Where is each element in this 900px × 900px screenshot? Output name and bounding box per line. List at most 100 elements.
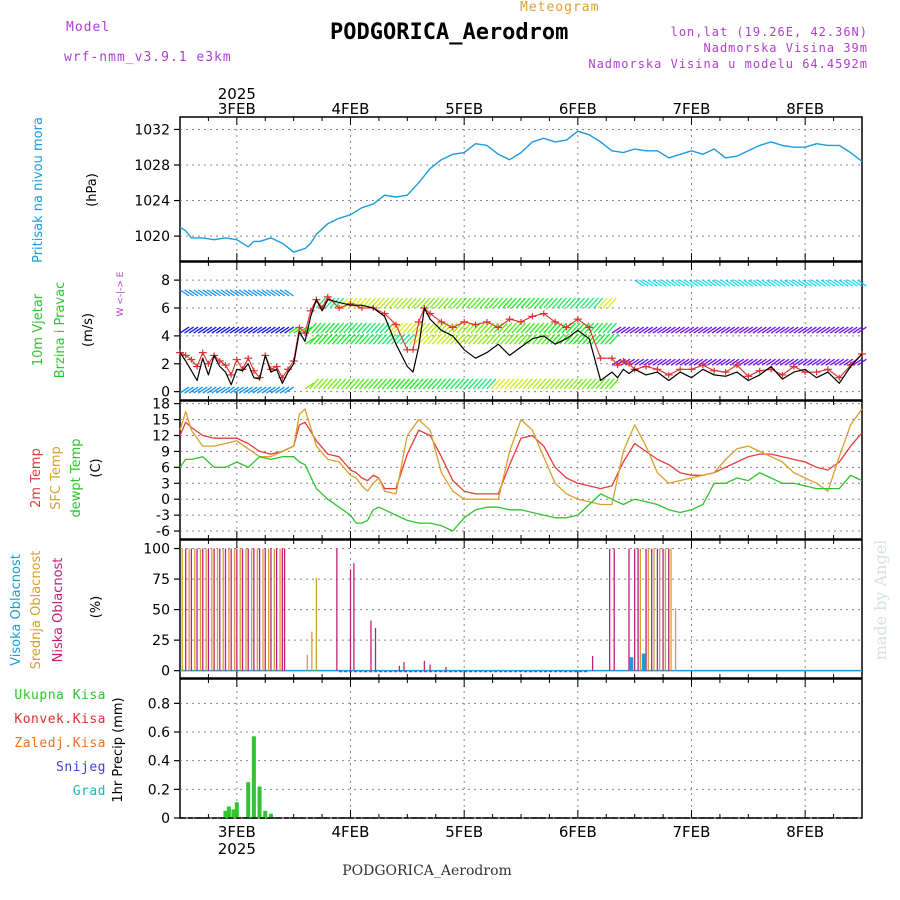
wind-barb — [843, 326, 854, 334]
wind-barb — [679, 358, 690, 366]
wind-barb — [395, 378, 406, 390]
wind-barb — [581, 333, 592, 345]
wind-barb — [329, 322, 340, 334]
wind-barb — [386, 333, 397, 345]
wind-barb — [352, 322, 363, 334]
wind-barb — [816, 358, 826, 366]
wind-barb — [318, 333, 329, 345]
wind-barb — [184, 289, 194, 297]
cloud-series-visoka — [629, 653, 646, 671]
wind-barb — [829, 279, 840, 287]
wind-barb — [597, 322, 608, 334]
wind-barb — [540, 333, 551, 345]
cloud-frame — [179, 539, 863, 679]
wind-barb — [565, 322, 576, 334]
wind-barb — [395, 333, 406, 345]
wind-barb — [436, 333, 447, 345]
wind-barb — [770, 279, 781, 287]
pressure-ytick-label: 1024 — [134, 194, 170, 210]
temperature-ytick-label: 12 — [152, 429, 170, 445]
wind-barb — [266, 289, 276, 297]
wind-barb — [229, 289, 240, 297]
bottom-date-label: 3FEB — [218, 823, 256, 841]
wind-barb — [820, 279, 831, 287]
wind-barb — [666, 358, 676, 366]
precip-legend-item: Grad — [73, 784, 106, 799]
wind-barb — [495, 378, 506, 390]
wind-barb — [522, 378, 533, 390]
wind-barb — [584, 297, 595, 309]
wind-barb — [409, 333, 420, 345]
wind-barb — [415, 297, 426, 309]
wind-barb — [252, 289, 263, 297]
wind-barb — [422, 378, 433, 390]
wind-barb — [611, 326, 622, 334]
wind-barb — [670, 358, 681, 366]
wind-barb — [304, 382, 315, 390]
wind-barb — [270, 326, 281, 334]
wind-barb — [570, 322, 581, 334]
wind-barb — [693, 358, 704, 366]
wind-barb — [543, 297, 554, 309]
wind-barb — [527, 378, 538, 390]
wind-barb — [707, 326, 717, 334]
wind-barb — [463, 333, 474, 345]
wind-barb — [361, 297, 372, 309]
wind-barb — [554, 333, 565, 345]
wind-barb — [852, 358, 863, 366]
wind-barb — [184, 326, 194, 334]
wind-barb — [825, 279, 835, 287]
wind-barb — [377, 333, 388, 345]
precip-bar — [231, 809, 236, 818]
precip-bar — [263, 810, 268, 818]
wind-barb — [350, 333, 360, 345]
wind-barb — [688, 326, 699, 334]
temp-ylabel-2m: 2m Temp — [29, 448, 44, 508]
wind-barb — [429, 297, 440, 309]
wind-barb — [684, 358, 695, 366]
wind-barb — [657, 279, 667, 287]
wind-gust-markers — [176, 293, 866, 381]
wind-barb — [197, 386, 208, 394]
wind-barb — [375, 322, 385, 334]
wind-barb — [402, 322, 413, 334]
wind-ytick-label: 4 — [161, 329, 170, 345]
wind-barb — [475, 322, 486, 334]
wind-barb — [256, 289, 267, 297]
wind-barb — [370, 297, 381, 309]
wind-barb — [529, 322, 540, 334]
bottom-year-label: 2025 — [218, 840, 256, 858]
wind-barb — [802, 326, 813, 334]
wind-barb — [509, 333, 520, 345]
wind-barb — [211, 386, 222, 394]
wind-barb — [802, 279, 813, 287]
wind-barb — [552, 297, 563, 309]
wind-barb — [452, 297, 463, 309]
wind-barb — [609, 378, 620, 390]
wind-barb — [440, 378, 451, 390]
wind-barb — [216, 326, 226, 334]
wind-barb — [738, 326, 749, 334]
wind-barb — [397, 297, 408, 309]
wind-barb — [604, 378, 615, 390]
wind-barb — [816, 326, 826, 334]
wind-barb — [559, 378, 570, 390]
wind-barb — [447, 297, 458, 309]
top-date-label: 6FEB — [559, 100, 597, 118]
wind-barb — [843, 279, 854, 287]
wind-barb — [477, 378, 488, 390]
wind-barb — [322, 378, 333, 390]
wind-barb — [775, 358, 785, 366]
wind-barb — [707, 358, 717, 366]
wind-barb — [752, 358, 763, 366]
wind-barb — [531, 378, 542, 390]
wind-barb — [234, 289, 244, 297]
wind-speed-line — [179, 299, 863, 386]
wind-barb — [675, 358, 685, 366]
wind-barb — [734, 326, 745, 334]
wind-barb — [336, 378, 347, 390]
wind-barb — [211, 289, 222, 297]
wind-barb — [477, 333, 488, 345]
temp-sfc-line — [179, 408, 863, 506]
wind-barb — [336, 333, 347, 345]
